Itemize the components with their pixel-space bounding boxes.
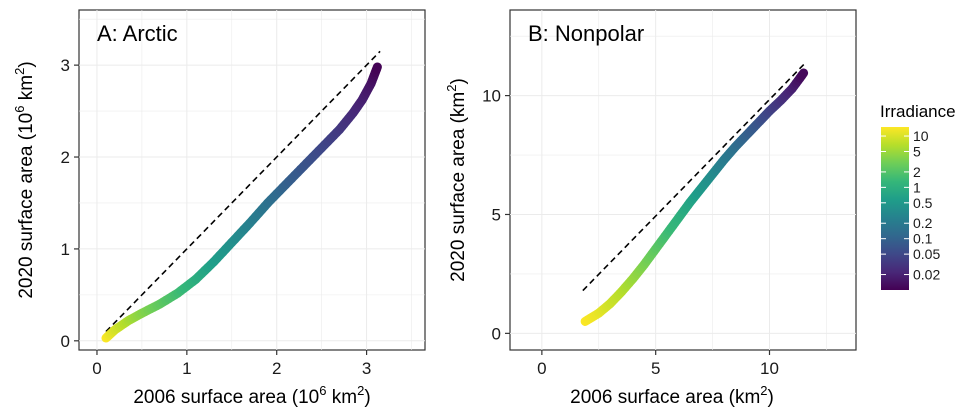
legend-tick-label: 1 bbox=[913, 179, 921, 195]
legend-tick-label: 0.05 bbox=[913, 246, 940, 262]
panel-b-plot-area bbox=[509, 9, 857, 351]
x-tick-label: 0 bbox=[537, 359, 546, 378]
panel-a-gridlines bbox=[79, 10, 425, 350]
legend-ticks: 105 210.5 0.20.10.05 0.02 bbox=[881, 128, 940, 283]
panel-b-axes: 0 5 10 0 5 10 bbox=[482, 87, 779, 378]
legend-tick-label: 0.02 bbox=[913, 267, 940, 283]
panel-a-y-axis-label: 2020 surface area (106 km2) bbox=[12, 61, 37, 298]
legend-title: Irradiance bbox=[880, 102, 956, 121]
legend-colorbar bbox=[881, 127, 909, 290]
panel-a-plot-area bbox=[78, 9, 426, 351]
x-tick-label: 0 bbox=[92, 359, 101, 378]
legend-tick-label: 0.5 bbox=[913, 195, 933, 211]
y-tick-label: 2 bbox=[61, 148, 70, 167]
x-tick-label: 3 bbox=[362, 359, 371, 378]
legend-tick-label: 0.1 bbox=[913, 231, 933, 247]
series-segment bbox=[797, 68, 809, 81]
y-tick-label: 5 bbox=[492, 205, 501, 224]
legend-tick-label: 0.2 bbox=[913, 215, 933, 231]
panel-a-title: A: Arctic bbox=[97, 21, 178, 46]
x-tick-label: 2 bbox=[272, 359, 281, 378]
panel-b-series bbox=[580, 68, 809, 326]
series-segment bbox=[371, 62, 382, 75]
panel-a: 0 1 2 3 0 1 2 3 A: Arctic 2006 surface area (10… bbox=[12, 9, 426, 408]
y-tick-label: 0 bbox=[61, 332, 70, 351]
x-tick-label: 1 bbox=[182, 359, 191, 378]
panel-a-reference-line bbox=[105, 50, 381, 333]
panel-b-y-axis-label: 2020 surface area (km2) bbox=[444, 78, 469, 282]
irradiance-legend: Irradiance 105 210.5 0.20.10.05 0.02 bbox=[880, 102, 956, 290]
y-tick-label: 0 bbox=[492, 324, 501, 343]
legend-tick-label: 10 bbox=[913, 128, 929, 144]
one-to-one-reference-line bbox=[105, 50, 381, 333]
panel-b-title: B: Nonpolar bbox=[528, 21, 644, 46]
y-tick-label: 10 bbox=[482, 87, 501, 106]
x-tick-label: 10 bbox=[760, 359, 779, 378]
panel-a-series bbox=[101, 62, 382, 343]
one-to-one-reference-line bbox=[582, 61, 807, 292]
panel-b-reference-line bbox=[582, 61, 807, 292]
panel-b: 0 5 10 0 5 10 B: Nonpolar 2006 surface area (… bbox=[444, 9, 857, 408]
legend-tick-label: 5 bbox=[913, 143, 921, 159]
panel-a-axes: 0 1 2 3 0 1 2 3 bbox=[61, 56, 372, 378]
y-tick-label: 3 bbox=[61, 56, 70, 75]
y-tick-label: 1 bbox=[61, 240, 70, 259]
x-tick-label: 5 bbox=[651, 359, 660, 378]
panel-b-x-axis-label: 2006 surface area (km2) bbox=[570, 383, 774, 408]
legend-tick-label: 2 bbox=[913, 164, 921, 180]
panel-a-x-axis-label: 2006 surface area (106 km2) bbox=[133, 383, 370, 408]
